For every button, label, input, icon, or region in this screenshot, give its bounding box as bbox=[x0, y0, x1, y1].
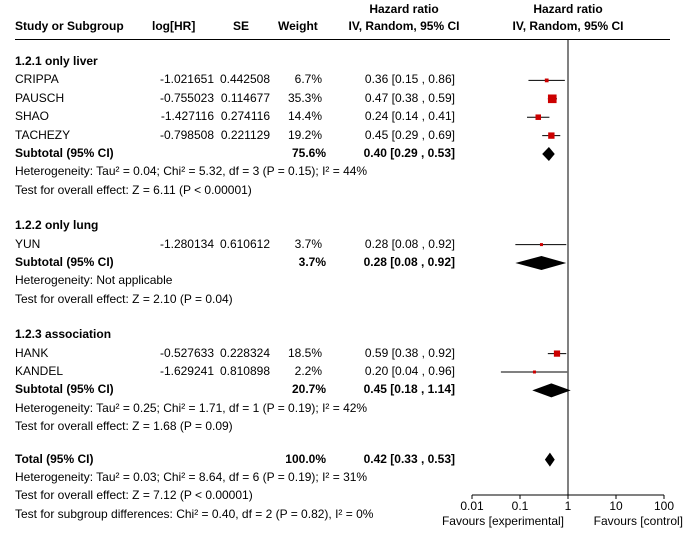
study-weight: 18.5% bbox=[287, 345, 322, 360]
study-se: 0.221129 bbox=[220, 127, 270, 142]
overall-effect-text: Test for overall effect: Z = 1.68 (P = 0… bbox=[15, 419, 233, 434]
total-overall-effect: Test for overall effect: Z = 7.12 (P < 0… bbox=[15, 488, 253, 503]
x-tick-label: 1 bbox=[565, 499, 572, 513]
study-se: 0.610612 bbox=[219, 236, 270, 251]
study-loghr: -1.427116 bbox=[160, 109, 214, 124]
study-loghr: -1.021651 bbox=[159, 72, 214, 87]
study-ci: 0.24 [0.14 , 0.41] bbox=[364, 109, 455, 124]
diamond-total bbox=[544, 452, 555, 467]
study-marker-4 bbox=[539, 243, 543, 247]
favours-left-label: Favours [experimental] bbox=[442, 514, 564, 528]
x-tick-label: 0.01 bbox=[460, 499, 484, 513]
study-se: 0.274116 bbox=[220, 109, 270, 124]
study-se: 0.810898 bbox=[219, 364, 270, 378]
diamond-2 bbox=[532, 383, 571, 398]
total-heterogeneity: Heterogeneity: Tau² = 0.03; Chi² = 8.64,… bbox=[15, 470, 368, 484]
study-marker-6 bbox=[532, 370, 536, 374]
header-study: Study or Subgroup bbox=[15, 19, 124, 33]
heterogeneity-text: Heterogeneity: Tau² = 0.04; Chi² = 5.32,… bbox=[15, 164, 368, 179]
study-loghr: -1.280134 bbox=[159, 236, 214, 251]
subtotal-label: Subtotal (95% CI) bbox=[15, 382, 114, 397]
header-se: SE bbox=[233, 19, 250, 33]
study-loghr: -1.629241 bbox=[159, 364, 214, 378]
study-marker-2 bbox=[535, 114, 542, 120]
favours-right-label: Favours [control] bbox=[594, 514, 683, 528]
study-weight: 3.7% bbox=[294, 236, 322, 251]
study-loghr: -0.527633 bbox=[159, 345, 214, 360]
study-weight: 35.3% bbox=[287, 90, 322, 105]
subgroup-title: 1.2.3 association bbox=[15, 327, 112, 342]
study-name: SHAO bbox=[15, 109, 50, 124]
study-name: HANK bbox=[15, 345, 49, 360]
heterogeneity-text: Heterogeneity: Not applicable bbox=[15, 273, 173, 288]
study-name: CRIPPA bbox=[15, 72, 59, 87]
study-marker-5 bbox=[553, 350, 561, 357]
diamond-0 bbox=[542, 147, 555, 161]
study-weight: 19.2% bbox=[287, 127, 322, 142]
subtotal-weight: 3.7% bbox=[298, 255, 326, 269]
study-marker-1 bbox=[547, 94, 557, 104]
study-marker-3 bbox=[548, 132, 555, 139]
subtotal-ci: 0.40 [0.29 , 0.53] bbox=[363, 146, 455, 160]
subtotal-ci: 0.28 [0.08 , 0.92] bbox=[363, 255, 455, 269]
study-se: 0.114677 bbox=[220, 90, 270, 105]
study-loghr: -0.798508 bbox=[159, 127, 214, 142]
x-tick-label: 10 bbox=[609, 499, 623, 513]
overall-effect-text: Test for overall effect: Z = 2.10 (P = 0… bbox=[15, 291, 233, 306]
study-ci: 0.28 [0.08 , 0.92] bbox=[364, 236, 455, 251]
total-ci: 0.42 [0.33 , 0.53] bbox=[363, 451, 455, 466]
overall-effect-text: Test for overall effect: Z = 6.11 (P < 0… bbox=[15, 182, 252, 197]
subgroup-differences: Test for subgroup differences: Chi² = 0.… bbox=[15, 506, 374, 521]
study-se: 0.228324 bbox=[219, 345, 270, 360]
subtotal-label: Subtotal (95% CI) bbox=[15, 255, 114, 269]
study-weight: 2.2% bbox=[294, 364, 322, 378]
study-ci: 0.36 [0.15 , 0.86] bbox=[364, 72, 455, 87]
header-rule bbox=[15, 39, 670, 40]
subtotal-weight: 20.7% bbox=[291, 382, 326, 397]
subtotal-weight: 75.6% bbox=[291, 146, 326, 160]
study-weight: 6.7% bbox=[294, 72, 322, 87]
header-weight: Weight bbox=[278, 19, 318, 33]
x-tick-label: 0.1 bbox=[512, 499, 529, 513]
subtotal-label: Subtotal (95% CI) bbox=[15, 146, 114, 160]
subtotal-ci: 0.45 [0.18 , 1.14] bbox=[363, 382, 455, 397]
header-hr-title: Hazard ratio bbox=[369, 2, 439, 16]
total-label: Total (95% CI) bbox=[15, 451, 94, 466]
study-ci: 0.59 [0.38 , 0.92] bbox=[364, 345, 455, 360]
study-name: PAUSCH bbox=[15, 90, 65, 105]
study-ci: 0.45 [0.29 , 0.69] bbox=[364, 127, 455, 142]
diamond-1 bbox=[515, 256, 567, 270]
study-se: 0.442508 bbox=[219, 72, 270, 87]
study-name: YUN bbox=[15, 236, 41, 251]
study-name: KANDEL bbox=[15, 364, 64, 378]
study-name: TACHEZY bbox=[15, 127, 71, 142]
subgroup-title: 1.2.2 only lung bbox=[15, 218, 99, 233]
header-hr-sub: IV, Random, 95% CI bbox=[348, 19, 460, 33]
header-loghr: log[HR] bbox=[152, 19, 196, 33]
study-ci: 0.20 [0.04 , 0.96] bbox=[364, 364, 455, 378]
study-weight: 14.4% bbox=[287, 109, 322, 124]
total-weight: 100.0% bbox=[285, 451, 326, 466]
study-ci: 0.47 [0.38 , 0.59] bbox=[364, 90, 455, 105]
heterogeneity-text: Heterogeneity: Tau² = 0.25; Chi² = 1.71,… bbox=[15, 400, 368, 415]
study-loghr: -0.755023 bbox=[159, 90, 214, 105]
header-plot-sub: IV, Random, 95% CI bbox=[512, 19, 624, 33]
header-plot-title: Hazard ratio bbox=[533, 2, 603, 16]
x-tick-label: 100 bbox=[654, 499, 674, 513]
subgroup-title: 1.2.1 only liver bbox=[15, 54, 98, 68]
study-marker-0 bbox=[544, 78, 549, 83]
